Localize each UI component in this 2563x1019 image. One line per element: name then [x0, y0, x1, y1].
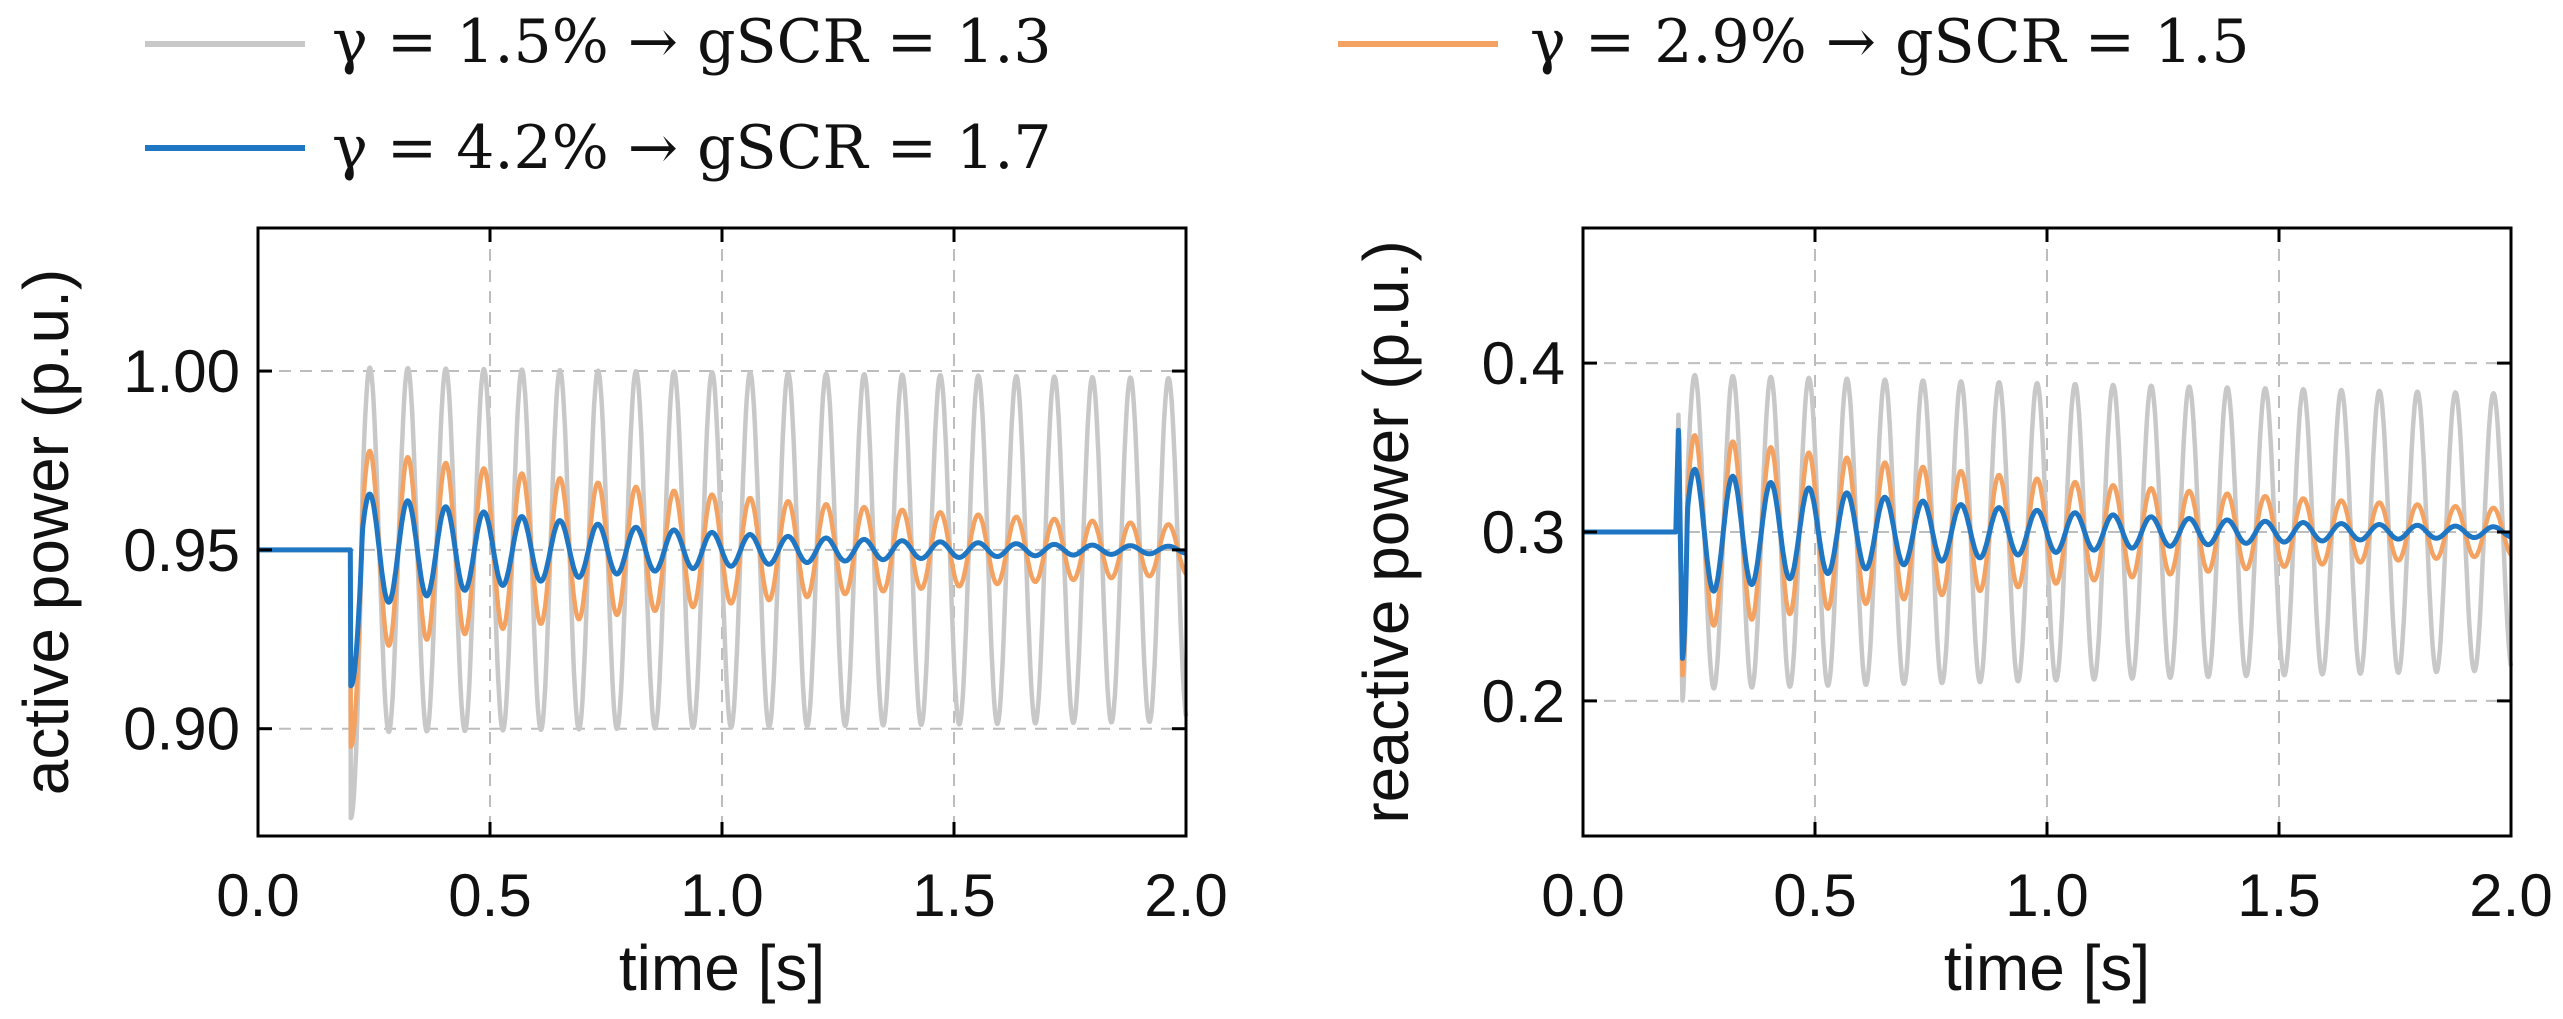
y-tick-label: 0.4 [1482, 330, 1565, 397]
legend: γ = 1.5% → gSCR = 1.3 γ = 2.9% → gSCR = … [145, 7, 2250, 183]
axis-ticks [1581, 228, 2513, 836]
x-tick-label: 1.5 [912, 862, 995, 929]
series-lines [256, 365, 1189, 821]
y-tick-label: 0.2 [1482, 668, 1565, 735]
y-axis-label: reactive power (p.u.) [1350, 240, 1422, 823]
x-axis-label: time [s] [1944, 932, 2150, 1004]
x-tick-label: 0.5 [448, 862, 531, 929]
x-tick-label: 0.5 [1773, 862, 1856, 929]
x-tick-label: 2.0 [2469, 862, 2552, 929]
y-tick-label: 0.90 [123, 696, 240, 763]
legend-label-series-1: γ = 1.5% → gSCR = 1.3 [332, 7, 1052, 77]
chart-reactive-power: 0.0 0.5 1.0 1.5 2.0 0.2 0.3 0.4 time [s] reacti… [1350, 226, 2553, 1004]
series-line-3 [1581, 427, 2513, 661]
chart-active-power: 0.0 0.5 1.0 1.5 2.0 0.90 0.95 1.00 time [s] act… [10, 226, 1228, 1004]
x-axis-label: time [s] [619, 932, 825, 1004]
x-tick-label: 1.0 [2005, 862, 2088, 929]
x-tick-label: 0.0 [1541, 862, 1624, 929]
series-line-3 [256, 491, 1188, 689]
x-tick-label: 1.5 [2237, 862, 2320, 929]
y-tick-label: 1.00 [123, 338, 240, 405]
y-tick-label: 0.3 [1482, 499, 1565, 566]
x-tick-label: 2.0 [1144, 862, 1227, 929]
series-lines [1581, 372, 2514, 703]
y-tick-label: 0.95 [123, 517, 240, 584]
x-tick-label: 1.0 [680, 862, 763, 929]
legend-label-series-3: γ = 4.2% → gSCR = 1.7 [332, 113, 1052, 183]
axis-tick-labels: 0.0 0.5 1.0 1.5 2.0 0.90 0.95 1.00 [123, 338, 1227, 929]
axis-ticks [256, 228, 1188, 836]
legend-label-series-2: γ = 2.9% → gSCR = 1.5 [1530, 7, 2250, 77]
y-axis-label: active power (p.u.) [10, 269, 82, 795]
x-tick-label: 0.0 [216, 862, 299, 929]
axis-tick-labels: 0.0 0.5 1.0 1.5 2.0 0.2 0.3 0.4 [1482, 330, 2553, 929]
